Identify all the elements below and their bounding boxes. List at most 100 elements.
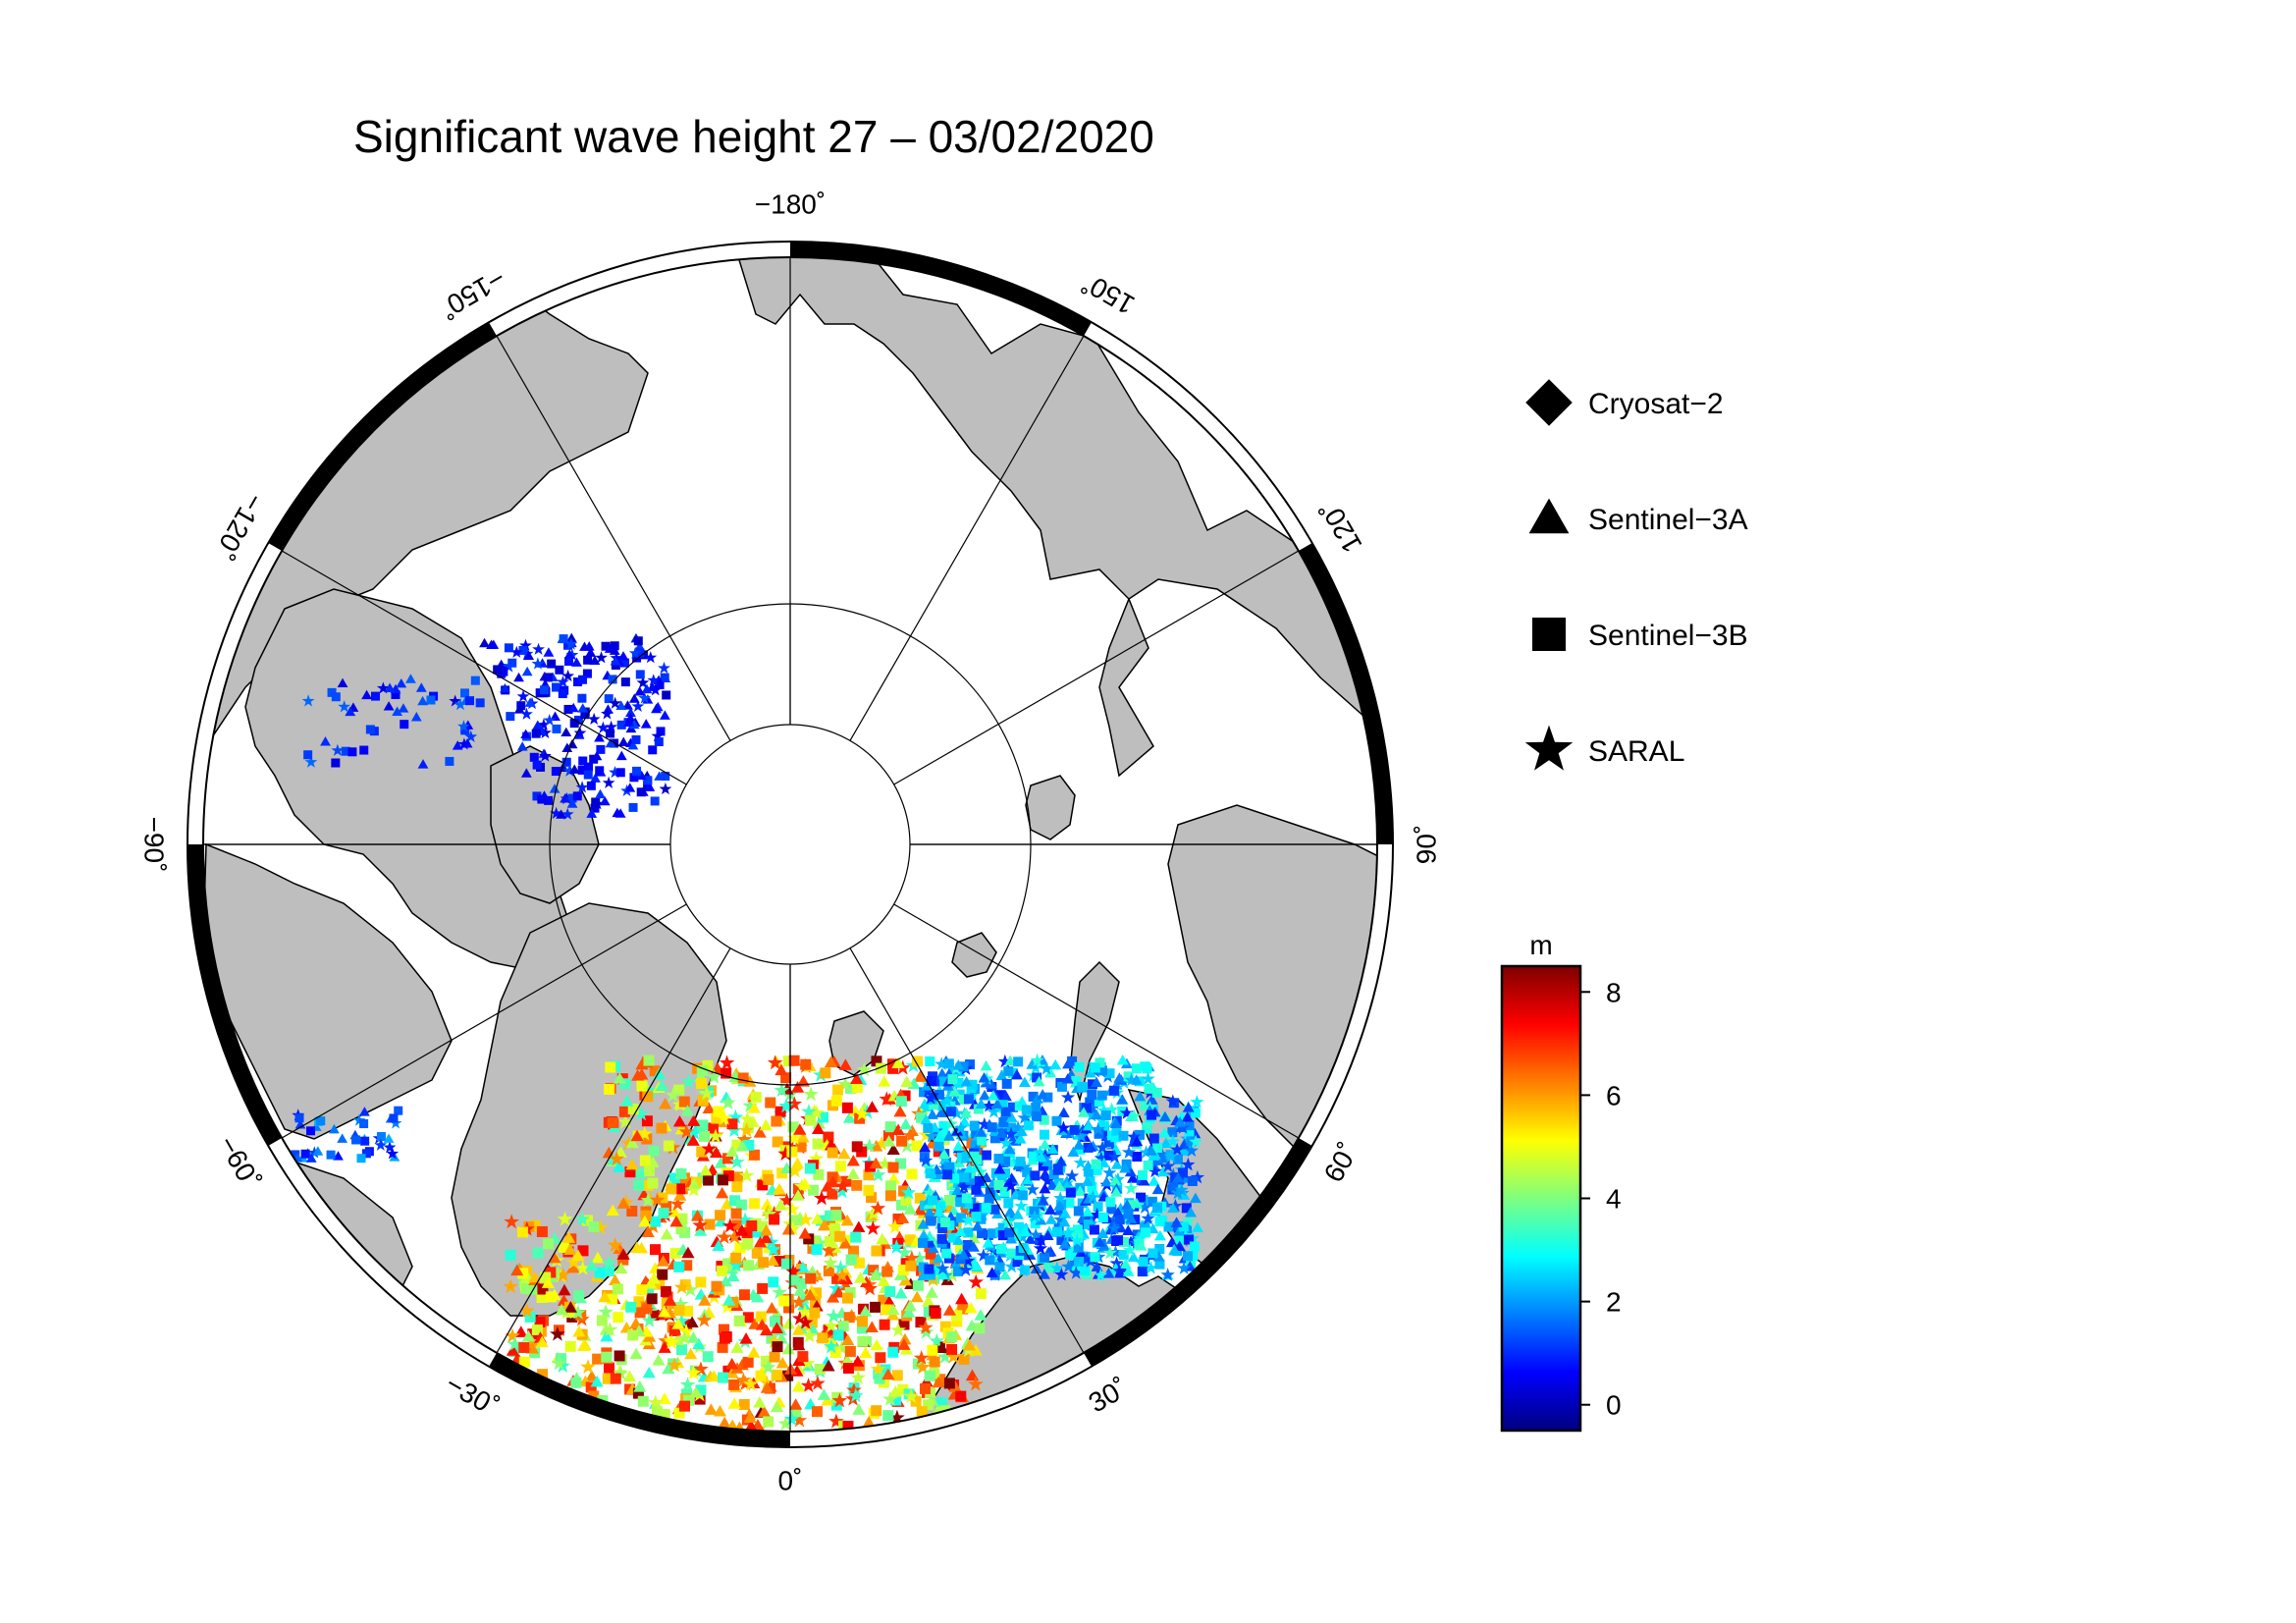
observation-mark bbox=[911, 1055, 923, 1067]
observation-mark bbox=[1119, 1163, 1132, 1173]
observation-mark bbox=[1046, 1143, 1059, 1155]
observation-mark bbox=[920, 1113, 933, 1125]
observation-mark bbox=[799, 1355, 816, 1371]
observation-mark bbox=[499, 667, 508, 676]
observation-mark bbox=[632, 766, 642, 776]
observation-mark bbox=[640, 1210, 652, 1221]
observation-mark bbox=[755, 1311, 767, 1323]
observation-mark bbox=[651, 730, 665, 742]
observation-mark bbox=[689, 1385, 703, 1398]
observation-mark bbox=[737, 1212, 753, 1227]
observation-mark bbox=[899, 1090, 911, 1102]
observation-mark bbox=[827, 1147, 838, 1159]
observation-mark bbox=[602, 1146, 615, 1159]
observation-mark bbox=[575, 781, 589, 793]
observation-mark bbox=[610, 641, 619, 651]
observation-mark bbox=[520, 729, 532, 739]
observation-mark bbox=[933, 1265, 943, 1275]
observation-mark bbox=[940, 1217, 951, 1227]
observation-mark bbox=[739, 1110, 756, 1126]
observation-mark bbox=[711, 1112, 722, 1124]
meridian-line bbox=[281, 550, 687, 785]
observation-mark bbox=[892, 1213, 904, 1224]
observation-mark bbox=[553, 1325, 564, 1336]
observation-mark bbox=[359, 1119, 369, 1129]
observation-mark bbox=[1180, 1145, 1191, 1156]
observation-mark bbox=[759, 1118, 773, 1131]
observation-mark bbox=[638, 1215, 652, 1227]
observation-mark bbox=[955, 1292, 969, 1305]
observation-mark bbox=[1082, 1206, 1095, 1217]
meridian-line bbox=[849, 335, 1085, 741]
observation-mark bbox=[591, 1251, 605, 1264]
observation-mark bbox=[564, 657, 574, 667]
observation-mark bbox=[1160, 1268, 1175, 1281]
observation-mark bbox=[1030, 1053, 1044, 1067]
observation-mark bbox=[936, 1100, 947, 1110]
observation-mark bbox=[1044, 1214, 1057, 1224]
observation-mark bbox=[949, 1106, 964, 1120]
observation-mark bbox=[1049, 1261, 1065, 1274]
observation-mark bbox=[1177, 1167, 1188, 1178]
observation-mark bbox=[772, 1136, 783, 1148]
observation-mark bbox=[743, 1139, 755, 1151]
observation-mark bbox=[633, 1106, 650, 1121]
observation-mark bbox=[1144, 1261, 1158, 1274]
observation-mark bbox=[953, 1077, 964, 1088]
observation-mark bbox=[935, 1397, 947, 1409]
observation-mark bbox=[565, 632, 577, 643]
observation-mark bbox=[636, 770, 648, 781]
observation-mark bbox=[782, 1055, 794, 1067]
observation-mark bbox=[1011, 1209, 1024, 1219]
observation-mark bbox=[509, 645, 523, 658]
longitude-label: 60˚ bbox=[1318, 1138, 1364, 1188]
observation-mark bbox=[641, 1115, 653, 1127]
observation-mark bbox=[391, 689, 400, 699]
observation-mark bbox=[771, 1369, 782, 1380]
observation-mark bbox=[405, 674, 416, 683]
observation-mark bbox=[1039, 1061, 1054, 1075]
observation-mark bbox=[602, 1373, 614, 1384]
observation-mark bbox=[953, 1266, 964, 1276]
observation-mark bbox=[640, 1192, 657, 1208]
observation-mark bbox=[878, 1294, 889, 1306]
observation-mark bbox=[561, 807, 574, 820]
meridian-line bbox=[496, 335, 731, 741]
observation-mark bbox=[965, 1059, 976, 1070]
observation-mark bbox=[1135, 1240, 1148, 1251]
observation-mark bbox=[1184, 1128, 1195, 1139]
observation-mark bbox=[680, 1105, 695, 1116]
observation-mark bbox=[792, 1338, 806, 1351]
observation-mark bbox=[1131, 1197, 1144, 1209]
observation-mark bbox=[918, 1262, 929, 1272]
observation-mark bbox=[1184, 1120, 1195, 1131]
observation-mark bbox=[1175, 1120, 1191, 1134]
observation-mark bbox=[774, 1106, 786, 1117]
observation-mark bbox=[922, 1102, 933, 1112]
observation-mark bbox=[566, 798, 578, 808]
observation-mark bbox=[749, 1149, 761, 1161]
observation-mark bbox=[585, 1370, 599, 1381]
observation-mark bbox=[532, 642, 545, 655]
observation-mark bbox=[841, 1333, 855, 1346]
observation-mark bbox=[975, 1098, 988, 1109]
observation-mark bbox=[948, 1085, 961, 1097]
observation-mark bbox=[555, 1267, 571, 1282]
observation-mark bbox=[1168, 1180, 1179, 1191]
observation-mark bbox=[674, 1183, 686, 1195]
observation-mark bbox=[697, 1172, 709, 1184]
observation-mark bbox=[1167, 1202, 1180, 1214]
observation-mark bbox=[659, 1097, 672, 1109]
observation-mark bbox=[678, 1123, 695, 1139]
observation-mark bbox=[603, 1265, 614, 1276]
observation-mark bbox=[333, 1151, 344, 1161]
map-title: Significant wave height 27 – 03/02/2020 bbox=[353, 111, 1154, 162]
observation-mark bbox=[605, 737, 616, 748]
observation-mark bbox=[934, 1056, 949, 1070]
observation-mark bbox=[1102, 1165, 1117, 1179]
observation-mark bbox=[629, 1347, 643, 1360]
observation-mark bbox=[986, 1267, 998, 1277]
observation-mark bbox=[601, 641, 611, 651]
observation-mark bbox=[566, 1261, 580, 1273]
observation-mark bbox=[795, 1141, 807, 1153]
